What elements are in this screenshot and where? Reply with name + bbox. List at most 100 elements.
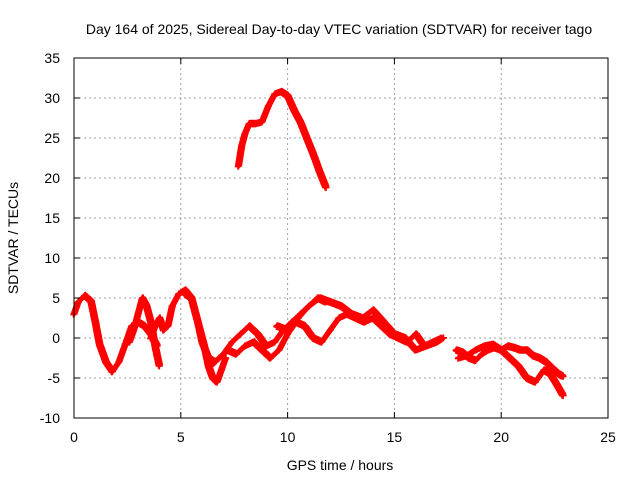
data-point: [322, 184, 330, 192]
y-tick-label: 0: [52, 330, 60, 346]
data-point: [412, 330, 420, 338]
data-point: [303, 134, 311, 142]
data-point: [175, 290, 183, 298]
data-point: [290, 106, 298, 114]
data-point: [277, 88, 285, 96]
data-point: [126, 338, 134, 346]
data-point: [209, 374, 217, 382]
data-point: [264, 102, 272, 110]
data-point: [480, 342, 488, 350]
data-point: [258, 118, 266, 126]
data-point: [504, 342, 512, 350]
data-point: [252, 120, 260, 128]
data-point: [271, 90, 279, 98]
data-point: [542, 358, 550, 366]
data-point: [305, 302, 313, 310]
data-point: [147, 318, 155, 326]
series-track-f: [273, 294, 448, 354]
data-point: [294, 314, 302, 322]
x-tick-label: 25: [600, 429, 616, 445]
data-point: [140, 322, 148, 330]
data-point: [108, 368, 116, 376]
data-point: [478, 350, 486, 358]
data-point: [181, 290, 189, 298]
y-tick-label: 5: [52, 290, 60, 306]
y-tick-label: -5: [48, 370, 61, 386]
grid-lines: [74, 58, 608, 418]
data-point: [472, 356, 480, 364]
data-point: [284, 326, 292, 334]
data-point: [96, 340, 104, 348]
data-point: [115, 358, 123, 366]
plot-frame: [73, 57, 609, 419]
x-tick-label: 15: [387, 429, 403, 445]
data-point: [81, 292, 89, 300]
data-point: [463, 352, 471, 360]
data-point: [187, 294, 195, 302]
data-point: [326, 326, 334, 334]
data-point: [318, 338, 326, 346]
data-point: [548, 364, 556, 372]
data-point: [205, 354, 213, 362]
data-point: [249, 338, 257, 346]
data-point: [316, 168, 324, 176]
data-point: [440, 334, 448, 342]
data-point: [102, 358, 110, 366]
axis-ticks: 0 5 10 15 20 25 -10 -5 0 5 10 15 20 25 30 35: [40, 50, 616, 445]
data-point: [553, 380, 561, 388]
data-point: [151, 322, 159, 330]
data-point: [245, 322, 253, 330]
data-point: [215, 354, 223, 362]
y-tick-label: 35: [44, 50, 60, 66]
x-axis-label: GPS time / hours: [287, 457, 394, 473]
x-tick-label: 0: [70, 429, 78, 445]
data-point: [241, 342, 249, 350]
data-point: [198, 338, 206, 346]
data-point: [348, 310, 356, 318]
data-point: [358, 314, 366, 322]
data-point: [238, 142, 246, 150]
data-point: [134, 310, 142, 318]
data-point: [514, 362, 522, 370]
data-point: [472, 346, 480, 354]
y-tick-label: -10: [40, 410, 60, 426]
data-point: [454, 354, 462, 362]
data-point: [284, 92, 292, 100]
data-point: [497, 346, 505, 354]
data-point: [258, 346, 266, 354]
data-point: [523, 374, 531, 382]
data-point: [155, 362, 163, 370]
y-tick-label: 10: [44, 250, 60, 266]
data-point: [267, 354, 275, 362]
chart-title: Day 164 of 2025, Sidereal Day-to-day VTE…: [86, 21, 593, 37]
data-point: [546, 370, 554, 378]
x-tick-label: 5: [177, 429, 185, 445]
data-point: [234, 162, 242, 170]
data-point: [228, 338, 236, 346]
data-point: [380, 318, 388, 326]
data-point: [91, 318, 99, 326]
data-point: [489, 340, 497, 348]
data-point: [529, 352, 537, 360]
data-point: [207, 362, 215, 370]
data-point: [540, 366, 548, 374]
data-point: [271, 338, 279, 346]
data-point: [309, 334, 317, 342]
data-point: [254, 330, 262, 338]
y-tick-label: 15: [44, 210, 60, 226]
data-point: [301, 322, 309, 330]
data-point: [559, 392, 567, 400]
data-point: [516, 346, 524, 354]
data-point: [262, 342, 270, 350]
data-point: [523, 346, 531, 354]
data-point: [555, 370, 563, 378]
data-point: [433, 338, 441, 346]
data-point: [74, 298, 82, 306]
data-point: [326, 298, 334, 306]
data-point: [121, 340, 129, 348]
series-track-g: [234, 87, 330, 192]
data-point: [130, 326, 138, 334]
y-tick-label: 30: [44, 90, 60, 106]
x-tick-label: 20: [493, 429, 509, 445]
data-point: [316, 294, 324, 302]
